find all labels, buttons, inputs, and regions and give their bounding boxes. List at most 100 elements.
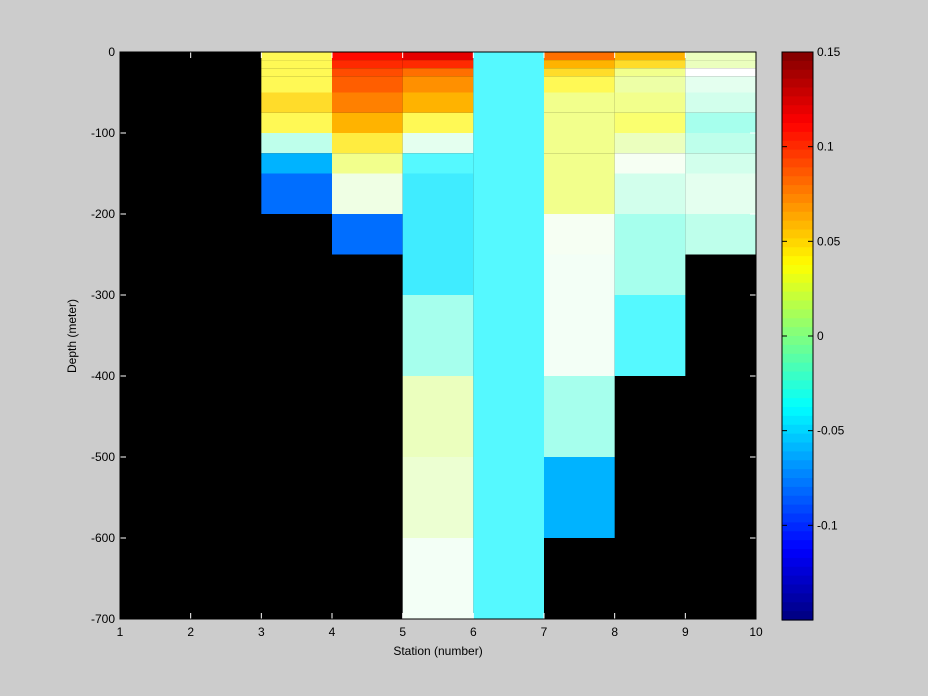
heatmap-cell	[544, 153, 615, 174]
heatmap-cell	[614, 68, 686, 77]
colorbar-strip	[782, 593, 813, 603]
colorbar-strip	[782, 415, 813, 426]
heatmap-cell	[402, 52, 474, 61]
colorbar-strip	[782, 344, 813, 355]
colorbar-strip	[782, 256, 813, 266]
colorbar-strip	[782, 407, 813, 417]
colorbar-strip	[782, 105, 813, 115]
colorbar-strip	[782, 522, 813, 532]
colorbar-strip	[782, 167, 813, 177]
heatmap-cell	[261, 52, 332, 61]
heatmap-cells	[261, 52, 756, 619]
colorbar-strip	[782, 291, 813, 302]
x-tick-label: 6	[470, 625, 477, 639]
colorbar-tick-label: 0.05	[817, 234, 841, 248]
colorbar-strip	[782, 194, 813, 204]
colorbar-strip	[782, 265, 813, 275]
heatmap-cell	[544, 173, 615, 214]
colorbar-strip	[782, 149, 813, 160]
y-tick-label: -300	[91, 288, 115, 302]
heatmap-cell	[332, 112, 403, 133]
y-tick-labels: 0 -100 -200 -300 -400 -500 -600 -700	[91, 45, 115, 626]
heatmap-cell	[544, 214, 615, 255]
heatmap-cell	[402, 153, 474, 174]
y-tick-label: 0	[108, 45, 115, 59]
heatmap-cell	[614, 52, 686, 61]
heatmap-cell	[402, 60, 474, 69]
heatmap-cell	[402, 112, 474, 133]
heatmap-cell	[544, 92, 615, 113]
colorbar-strip	[782, 60, 813, 71]
colorbar-strip	[782, 158, 813, 168]
colorbar-strip	[782, 282, 813, 293]
x-tick-label: 1	[117, 625, 124, 639]
heatmap-cell	[332, 173, 403, 214]
heatmap-cell	[614, 295, 686, 376]
colorbar-strip	[782, 318, 813, 328]
heatmap-cell	[402, 214, 474, 255]
colorbar-strip	[782, 380, 813, 390]
y-axis-label: Depth (meter)	[65, 299, 79, 373]
heatmap-cell	[544, 60, 615, 69]
colorbar-strip	[782, 584, 813, 594]
heatmap-cell	[402, 173, 474, 214]
colorbar-strip	[782, 451, 813, 461]
heatmap-cell	[402, 76, 474, 93]
colorbar-strip	[782, 433, 813, 444]
heatmap-cell	[614, 153, 686, 174]
x-tick-label: 9	[682, 625, 689, 639]
heatmap-cell	[402, 457, 474, 538]
heatmap-cell	[685, 76, 756, 93]
plot-frame	[119, 51, 757, 620]
colorbar-tick-label: 0	[817, 329, 824, 343]
colorbar-tick-label: 0.1	[817, 140, 834, 154]
x-tick-label: 8	[611, 625, 618, 639]
colorbar-strip	[782, 398, 813, 408]
colorbar-strip	[782, 371, 813, 381]
colorbar-tick-label: 0.15	[817, 45, 841, 59]
heatmap-cell	[614, 92, 686, 113]
heatmap-cell	[685, 133, 756, 154]
x-axis-label: Station (number)	[393, 644, 482, 658]
heatmap-cell	[614, 173, 686, 214]
colorbar-strips	[782, 52, 813, 621]
heatmap-cell	[261, 76, 332, 93]
heatmap-cell	[261, 153, 332, 174]
colorbar-strip	[782, 87, 813, 97]
heatmap-cell	[685, 112, 756, 133]
colorbar-strip	[782, 211, 813, 222]
heatmap-cell	[332, 60, 403, 69]
colorbar-strip	[782, 229, 813, 239]
x-tick-label: 3	[258, 625, 265, 639]
colorbar-frame	[781, 51, 814, 621]
heatmap-cell	[685, 68, 756, 77]
y-tick-label: -700	[91, 612, 115, 626]
colorbar-strip	[782, 566, 813, 577]
heatmap-cell	[402, 295, 474, 376]
heatmap-cell	[332, 92, 403, 113]
colorbar-strip	[782, 69, 813, 80]
colorbar-strip	[782, 424, 813, 435]
heatmap-cell	[332, 214, 403, 255]
heatmap-cell	[614, 76, 686, 93]
heatmap-cell	[614, 60, 686, 69]
colorbar-strip	[782, 513, 813, 523]
heatmap-cell	[261, 112, 332, 133]
colorbar-strip	[782, 460, 813, 470]
heatmap-cell	[544, 112, 615, 133]
colorbar-strip	[782, 486, 813, 497]
colorbar-strip	[782, 442, 813, 452]
colorbar-strip	[782, 123, 813, 133]
heatmap-cell	[402, 68, 474, 77]
colorbar-strip	[782, 478, 813, 488]
heatmap-cell	[402, 376, 474, 457]
colorbar-strip	[782, 575, 813, 586]
colorbar-strip	[782, 238, 813, 248]
heatmap-cell	[261, 60, 332, 69]
heatmap-cell	[332, 68, 403, 77]
colorbar-strip	[782, 52, 813, 62]
x-tick-label: 10	[749, 625, 763, 639]
colorbar-strip	[782, 300, 813, 310]
colorbar-tick-label: -0.1	[817, 518, 838, 532]
